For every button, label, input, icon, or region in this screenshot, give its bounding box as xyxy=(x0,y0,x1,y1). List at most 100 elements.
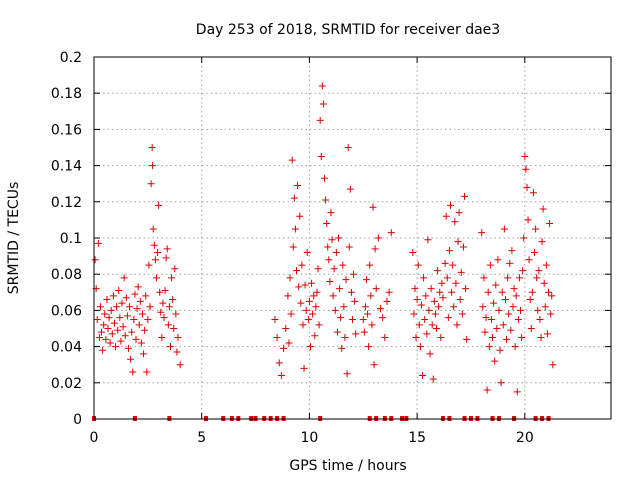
grid xyxy=(94,57,611,419)
data-point xyxy=(99,346,107,354)
data-point xyxy=(524,216,532,224)
data-point xyxy=(346,185,354,193)
y-tick-label: 0 xyxy=(73,412,82,428)
data-point xyxy=(441,259,449,267)
data-point xyxy=(95,334,103,342)
data-point xyxy=(145,261,153,269)
data-point xyxy=(419,372,427,380)
data-point xyxy=(351,297,359,305)
y-tick-label: 0.02 xyxy=(51,376,82,392)
data-point xyxy=(548,292,556,300)
data-point xyxy=(311,332,319,340)
data-point xyxy=(481,328,489,336)
data-point xyxy=(412,334,420,342)
data-point xyxy=(124,344,132,352)
data-point xyxy=(309,310,317,318)
data-point xyxy=(292,267,300,275)
data-point xyxy=(286,274,294,282)
data-point xyxy=(459,243,467,251)
data-point xyxy=(333,328,341,336)
data-point xyxy=(527,325,535,332)
data-point xyxy=(98,328,106,336)
data-point xyxy=(447,201,455,209)
data-point xyxy=(337,314,345,322)
data-point xyxy=(445,247,453,255)
data-point xyxy=(436,288,444,296)
y-axis-label: SRMTID / TECUs xyxy=(6,182,22,295)
data-point xyxy=(536,315,544,323)
data-point xyxy=(541,303,549,311)
data-point xyxy=(326,277,334,285)
data-point xyxy=(93,315,101,323)
data-point xyxy=(130,315,138,323)
data-point xyxy=(452,279,460,287)
data-point xyxy=(538,238,546,246)
data-point xyxy=(103,296,111,304)
data-point xyxy=(121,332,129,340)
x-tick-label: 20 xyxy=(516,430,534,446)
data-point xyxy=(482,314,490,322)
data-point xyxy=(508,247,516,255)
data-point xyxy=(443,274,451,282)
data-point xyxy=(478,229,486,237)
data-point xyxy=(127,355,135,363)
data-point xyxy=(360,328,368,336)
data-point xyxy=(154,248,162,256)
data-point xyxy=(343,370,351,378)
data-point xyxy=(453,321,461,329)
data-series-srmtid xyxy=(91,82,557,396)
data-point xyxy=(531,248,539,256)
data-point xyxy=(365,343,373,351)
data-point xyxy=(379,314,387,322)
data-point xyxy=(131,290,139,298)
data-point xyxy=(498,288,506,296)
data-point xyxy=(503,335,511,343)
data-point xyxy=(156,288,164,296)
data-point xyxy=(364,310,372,318)
data-point xyxy=(110,319,118,327)
data-point xyxy=(512,292,520,300)
data-point xyxy=(94,239,102,247)
x-tick-label: 15 xyxy=(408,430,426,446)
data-point xyxy=(306,343,314,351)
data-point xyxy=(486,261,494,269)
data-point xyxy=(338,344,346,352)
data-point xyxy=(331,306,339,314)
data-point xyxy=(483,386,491,394)
data-point xyxy=(372,285,380,293)
data-point xyxy=(487,315,495,323)
chart-title: Day 253 of 2018, SRMTID for receiver dae… xyxy=(196,22,500,38)
data-point xyxy=(456,296,464,304)
data-point xyxy=(106,339,114,347)
data-point xyxy=(304,315,312,323)
data-point xyxy=(334,234,342,242)
data-point xyxy=(310,292,318,300)
data-point xyxy=(444,314,452,322)
data-point xyxy=(152,274,160,282)
data-point xyxy=(429,375,437,383)
data-point xyxy=(112,343,120,351)
data-point xyxy=(461,192,469,200)
data-point xyxy=(298,261,306,269)
data-point xyxy=(347,288,355,296)
y-tick-label: 0.16 xyxy=(51,122,82,138)
data-point xyxy=(318,82,326,90)
y-tick-label: 0.06 xyxy=(51,303,82,319)
data-point xyxy=(510,285,518,293)
data-point xyxy=(116,314,124,322)
data-point xyxy=(296,212,304,220)
data-point xyxy=(114,326,122,334)
data-point xyxy=(314,265,322,273)
data-point xyxy=(151,256,159,264)
data-point xyxy=(435,303,443,311)
data-point xyxy=(143,368,151,376)
data-point xyxy=(101,310,109,318)
data-point xyxy=(165,303,173,311)
data-point xyxy=(160,314,168,322)
data-point xyxy=(324,243,332,251)
data-point xyxy=(549,361,557,369)
data-point xyxy=(142,292,150,300)
data-point xyxy=(417,301,425,309)
data-point xyxy=(534,306,542,314)
